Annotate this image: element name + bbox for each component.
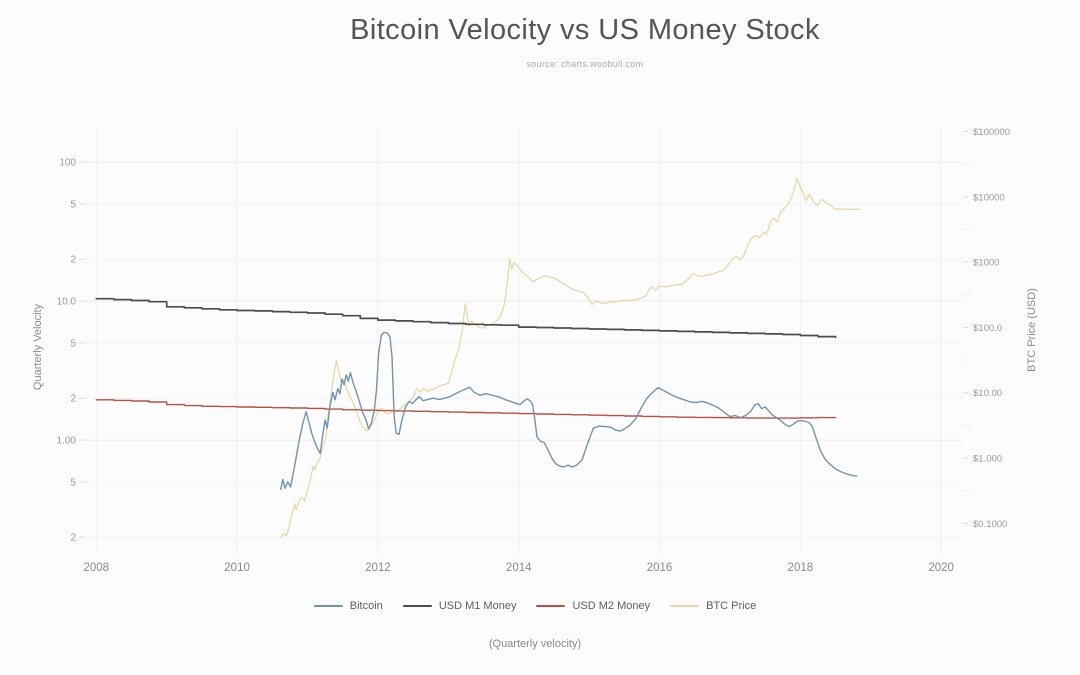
- x-axis-tick-label: 2020: [928, 562, 954, 574]
- y-right-tick-label: $10.00: [973, 388, 1002, 399]
- y-left-tick-label: 5: [70, 477, 76, 488]
- legend-label-usd-m2-money: USD M2 Money: [572, 600, 651, 612]
- y-right-tick-label: $1.000: [973, 453, 1002, 464]
- y-right-tick-label: $10000: [973, 192, 1005, 203]
- legend-label-btc-price: BTC Price: [706, 600, 757, 612]
- legend-item-btc-price[interactable]: BTC Price: [670, 600, 756, 612]
- legend-swatch-bitcoin: [313, 605, 343, 607]
- chart-caption: (Quarterly velocity): [488, 638, 582, 650]
- legend: Bitcoin USD M1 Money USD M2 Money BTC Pr…: [0, 600, 1070, 612]
- legend-item-usd-m2-money[interactable]: USD M2 Money: [536, 600, 650, 612]
- y-left-tick-label: 5: [70, 199, 76, 210]
- y-right-tick-label: $100000: [973, 127, 1010, 138]
- y-left-tick-label: 2: [70, 255, 76, 266]
- x-axis-tick-label: 2012: [365, 562, 391, 574]
- legend-swatch-usd-m2-money: [536, 605, 566, 607]
- series-btc-price-line: [280, 177, 861, 539]
- legend-swatch-usd-m1-money: [402, 605, 432, 607]
- y-left-tick-label: 5: [70, 338, 76, 349]
- legend-label-bitcoin: Bitcoin: [349, 600, 383, 612]
- y-left-tick-label: 10.0: [57, 297, 77, 308]
- x-axis-tick-label: 2010: [224, 562, 250, 574]
- chart-subtitle: source: charts.woobull.com: [526, 59, 644, 69]
- legend-item-bitcoin[interactable]: Bitcoin: [313, 600, 383, 612]
- legend-label-usd-m1-money: USD M1 Money: [438, 600, 517, 612]
- chart-title: Bitcoin Velocity vs US Money Stock: [350, 14, 820, 46]
- y-left-tick-label: 2: [70, 394, 76, 405]
- x-axis-tick-label: 2018: [788, 562, 814, 574]
- y-axis-right-title: BTC Price (USD): [1026, 288, 1038, 372]
- x-axis-tick-label: 2014: [506, 562, 532, 574]
- x-axis-tick-label: 2008: [83, 562, 109, 574]
- y-right-tick-label: $0.1000: [973, 519, 1007, 530]
- y-left-tick-label: 1.00: [57, 436, 77, 447]
- series-usd-m2-money-line: [95, 399, 837, 419]
- y-left-tick-label: 100: [59, 158, 76, 169]
- legend-item-usd-m1-money[interactable]: USD M1 Money: [402, 600, 517, 612]
- y-left-tick-label: 2: [70, 533, 76, 544]
- series-bitcoin-line: [280, 331, 858, 491]
- x-axis-tick-label: 2016: [647, 562, 673, 574]
- series-usd-m1-money-line: [95, 297, 837, 339]
- y-right-tick-label: $1000: [973, 258, 999, 269]
- chart-header: Bitcoin Velocity vs US Money Stock sourc…: [90, 14, 1080, 69]
- legend-swatch-btc-price: [670, 605, 700, 607]
- y-right-tick-label: $100.0: [973, 323, 1002, 334]
- y-axis-left-title: Quarterly Velocity: [32, 303, 44, 391]
